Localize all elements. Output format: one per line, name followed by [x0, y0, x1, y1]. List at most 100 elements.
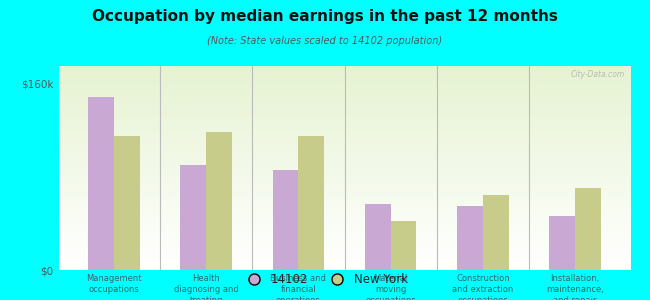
Bar: [58, 89, 630, 91]
Bar: [58, 135, 630, 136]
Bar: [58, 240, 630, 242]
Bar: [58, 114, 630, 115]
Bar: [58, 73, 630, 74]
Bar: [58, 168, 630, 169]
Bar: [58, 264, 630, 265]
Bar: [58, 232, 630, 233]
Bar: [58, 122, 630, 123]
Bar: [58, 146, 630, 147]
Bar: [58, 170, 630, 171]
Bar: [58, 134, 630, 135]
Bar: [58, 248, 630, 249]
Bar: [58, 225, 630, 226]
Bar: [58, 227, 630, 228]
Bar: [58, 206, 630, 207]
Bar: [58, 121, 630, 122]
Bar: [58, 68, 630, 69]
Bar: [58, 226, 630, 227]
Bar: [58, 209, 630, 210]
Bar: [58, 185, 630, 186]
Bar: [58, 119, 630, 120]
Bar: [58, 178, 630, 179]
Bar: [58, 256, 630, 257]
Bar: [272, 170, 298, 270]
Bar: [58, 174, 630, 175]
Bar: [58, 153, 630, 154]
Bar: [58, 268, 630, 269]
Bar: [58, 98, 630, 99]
Bar: [58, 203, 630, 204]
Bar: [58, 143, 630, 145]
Bar: [58, 151, 630, 152]
Bar: [58, 112, 630, 113]
Bar: [58, 152, 630, 153]
Bar: [298, 136, 324, 270]
Bar: [58, 211, 630, 212]
Bar: [58, 220, 630, 221]
Bar: [58, 190, 630, 191]
Bar: [58, 147, 630, 148]
Bar: [58, 130, 630, 131]
Bar: [58, 91, 630, 92]
Bar: [58, 208, 630, 209]
Bar: [58, 228, 630, 229]
Bar: [58, 253, 630, 254]
Bar: [58, 110, 630, 111]
Bar: [549, 216, 575, 270]
Bar: [58, 79, 630, 80]
Bar: [58, 86, 630, 87]
Bar: [58, 101, 630, 102]
Bar: [58, 249, 630, 250]
Bar: [58, 172, 630, 173]
Bar: [58, 84, 630, 86]
Bar: [58, 133, 630, 134]
Bar: [58, 160, 630, 161]
Bar: [58, 163, 630, 164]
Bar: [58, 233, 630, 234]
Bar: [58, 166, 630, 167]
Bar: [58, 106, 630, 107]
Bar: [58, 184, 630, 185]
Bar: [58, 118, 630, 119]
Bar: [58, 150, 630, 151]
Bar: [58, 222, 630, 223]
Bar: [58, 81, 630, 82]
Bar: [58, 74, 630, 75]
Bar: [58, 108, 630, 109]
Bar: [58, 100, 630, 101]
Bar: [180, 165, 206, 270]
Bar: [58, 216, 630, 217]
Bar: [58, 83, 630, 84]
Bar: [58, 72, 630, 73]
Bar: [58, 236, 630, 237]
Bar: [58, 127, 630, 128]
Bar: [58, 252, 630, 253]
Bar: [575, 188, 601, 270]
Bar: [58, 71, 630, 72]
Bar: [58, 179, 630, 180]
Bar: [58, 207, 630, 208]
Bar: [58, 182, 630, 183]
Bar: [58, 125, 630, 126]
Bar: [58, 136, 630, 137]
Bar: [58, 94, 630, 96]
Bar: [58, 109, 630, 110]
Bar: [58, 198, 630, 199]
Bar: [58, 181, 630, 182]
Bar: [58, 215, 630, 216]
Bar: [58, 266, 630, 267]
Bar: [58, 104, 630, 105]
Bar: [58, 180, 630, 181]
Bar: [58, 67, 630, 68]
Bar: [58, 88, 630, 89]
Bar: [58, 263, 630, 264]
Bar: [58, 255, 630, 256]
Bar: [58, 254, 630, 255]
Bar: [58, 229, 630, 230]
Bar: [58, 237, 630, 238]
Bar: [58, 169, 630, 170]
Bar: [58, 70, 630, 71]
Bar: [58, 258, 630, 259]
Bar: [58, 120, 630, 121]
Bar: [58, 117, 630, 118]
